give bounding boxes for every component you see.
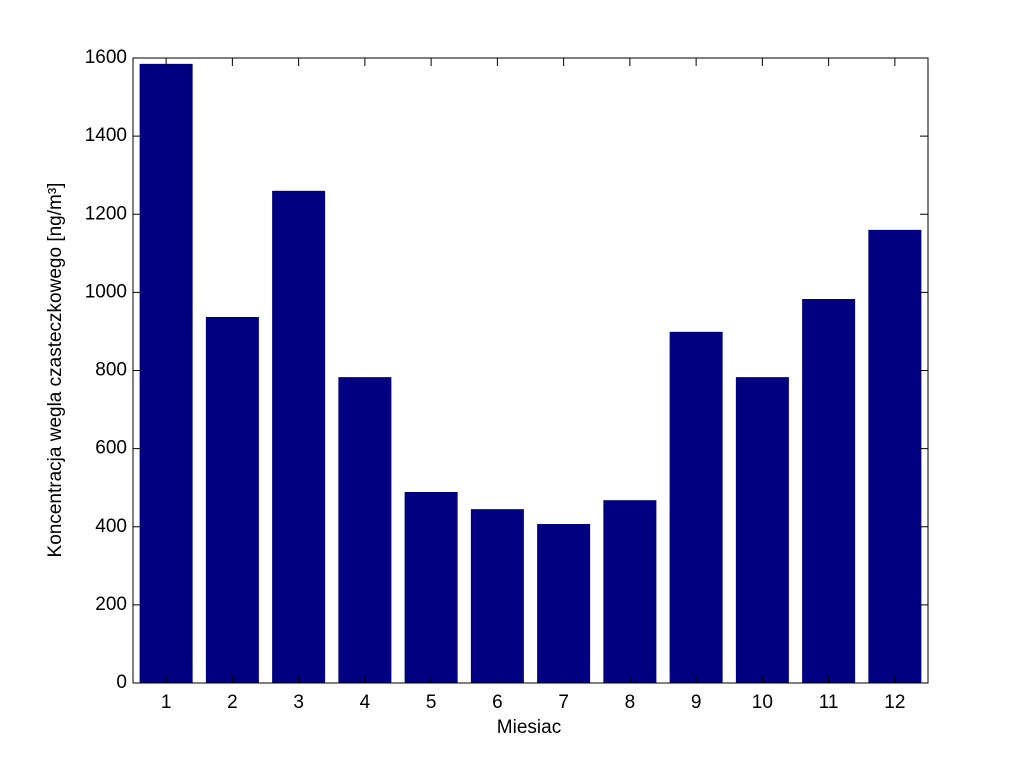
bar <box>139 63 193 683</box>
bar <box>669 331 723 683</box>
bar <box>735 377 789 683</box>
y-tick-label: 600 <box>95 438 127 459</box>
y-tick-label: 1000 <box>85 281 127 302</box>
x-tick-label: 1 <box>161 692 172 713</box>
x-tick-label: 6 <box>492 692 503 713</box>
bar <box>404 491 458 683</box>
bar <box>272 190 326 683</box>
bar <box>537 524 591 683</box>
bar <box>205 316 259 683</box>
bar <box>338 377 392 683</box>
y-tick-label: 1400 <box>85 125 127 146</box>
y-tick-label: 1200 <box>85 203 127 224</box>
y-tick-label: 200 <box>95 594 127 615</box>
x-tick-label: 3 <box>293 692 304 713</box>
bar <box>470 509 524 683</box>
x-tick-label: 7 <box>558 692 569 713</box>
axes-box <box>132 57 929 684</box>
x-tick-label: 9 <box>691 692 702 713</box>
x-tick-label: 5 <box>426 692 437 713</box>
x-tick-label: 4 <box>360 692 371 713</box>
bar <box>802 299 856 683</box>
bar <box>603 500 657 683</box>
y-tick-label: 1600 <box>85 47 127 68</box>
x-tick-label: 12 <box>884 692 905 713</box>
y-tick-label: 800 <box>95 360 127 381</box>
y-tick-label: 400 <box>95 516 127 537</box>
plot-area <box>133 58 928 683</box>
x-axis-label: Miesiac <box>497 717 561 738</box>
y-tick-label: 0 <box>116 672 127 693</box>
bar <box>868 229 922 683</box>
x-tick-label: 11 <box>819 692 839 713</box>
x-tick-label: 8 <box>625 692 636 713</box>
x-tick-label: 2 <box>227 692 238 713</box>
x-tick-label: 10 <box>752 692 773 713</box>
y-axis-label: Koncentracja wegla czasteczkowego [ng/m³… <box>45 183 66 558</box>
